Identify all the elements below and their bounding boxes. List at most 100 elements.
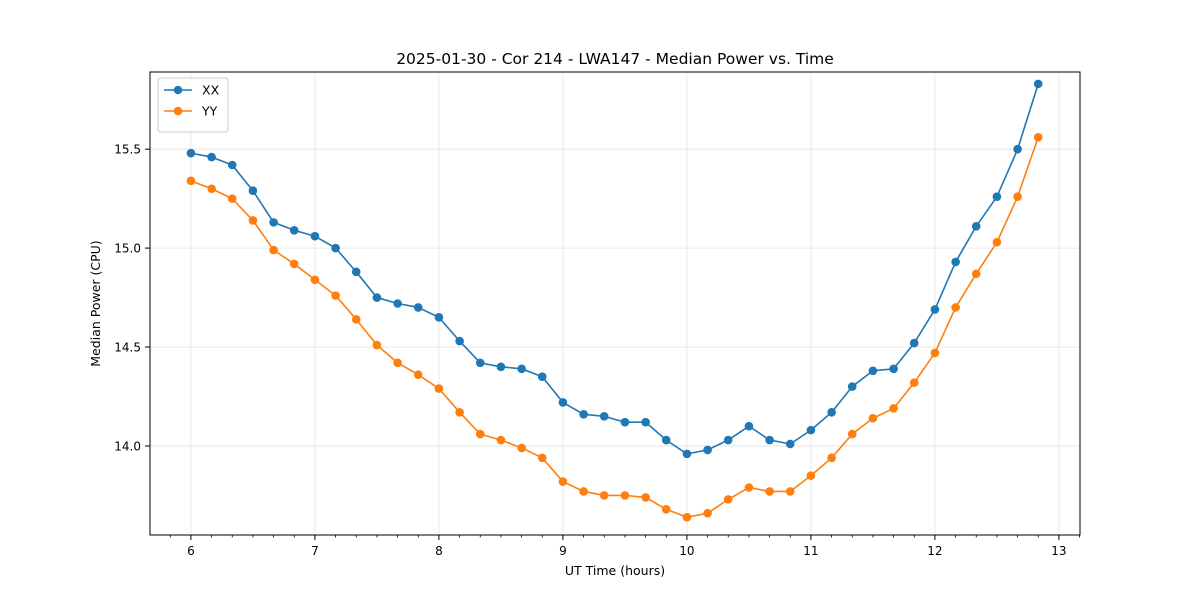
data-point-yy	[868, 413, 878, 423]
data-point-xx	[186, 148, 196, 158]
data-point-xx	[785, 439, 795, 449]
data-point-xx	[475, 358, 485, 368]
data-point-yy	[517, 443, 526, 453]
data-point-xx	[289, 225, 299, 235]
data-point-xx	[1013, 144, 1022, 154]
data-point-yy	[1033, 132, 1043, 142]
data-point-xx	[806, 425, 816, 435]
series-line-yy	[190, 137, 1039, 518]
data-point-yy	[1013, 192, 1022, 201]
legend-swatch-marker	[173, 106, 183, 116]
data-point-yy	[682, 512, 692, 522]
data-point-yy	[785, 487, 795, 496]
data-point-yy	[207, 184, 216, 194]
data-point-yy	[310, 275, 320, 285]
x-tick-label: 12	[927, 544, 942, 558]
data-point-yy	[847, 429, 857, 439]
legend-swatch-marker	[173, 85, 183, 95]
y-axis-label: Median Power (CPU)	[88, 240, 103, 366]
y-tick-label: 14.5	[114, 341, 141, 355]
data-point-yy	[641, 493, 650, 502]
data-point-xx	[661, 435, 671, 445]
data-point-yy	[269, 245, 278, 255]
data-point-xx	[227, 160, 237, 170]
data-point-yy	[909, 378, 919, 387]
data-point-xx	[827, 408, 836, 417]
data-point-yy	[723, 495, 733, 504]
data-point-yy	[351, 315, 361, 324]
data-point-yy	[951, 303, 960, 312]
data-point-xx	[744, 421, 754, 431]
data-point-yy	[806, 471, 816, 480]
data-point-xx	[723, 435, 733, 445]
data-point-xx	[455, 336, 464, 346]
x-tick-label: 6	[187, 544, 195, 558]
data-point-xx	[620, 417, 630, 427]
series-layer	[186, 79, 1043, 522]
data-point-yy	[827, 453, 836, 463]
data-point-xx	[641, 417, 650, 427]
data-point-xx	[207, 152, 216, 162]
data-point-yy	[289, 259, 299, 269]
data-point-yy	[599, 491, 609, 500]
data-point-xx	[331, 243, 340, 253]
data-point-xx	[517, 364, 526, 374]
data-point-yy	[930, 348, 940, 358]
data-point-xx	[682, 449, 692, 459]
chart-title: 2025-01-30 - Cor 214 - LWA147 - Median P…	[396, 50, 834, 68]
plot-frame	[149, 71, 1081, 536]
grid-layer	[150, 72, 1080, 535]
y-tick-label: 15.0	[114, 242, 141, 256]
data-point-xx	[269, 218, 278, 227]
data-point-yy	[889, 404, 898, 413]
series-line-xx	[190, 83, 1039, 455]
x-axis-label: UT Time (hours)	[565, 563, 665, 578]
data-point-yy	[434, 384, 444, 393]
data-point-yy	[372, 340, 382, 350]
data-point-xx	[599, 411, 609, 421]
data-point-yy	[992, 237, 1002, 247]
data-point-xx	[951, 257, 960, 267]
y-tick-label: 15.5	[114, 143, 141, 157]
data-point-xx	[351, 267, 361, 277]
data-point-xx	[703, 445, 712, 455]
legend: XX YY	[157, 77, 229, 133]
data-point-yy	[248, 216, 258, 225]
data-point-xx	[310, 231, 320, 241]
x-tick-label: 10	[679, 544, 694, 558]
data-point-yy	[393, 358, 402, 368]
tick-layer: 6 7 8 9 10 11 12 13 14.0 14.5 15.0 15.5	[114, 143, 1080, 558]
data-point-yy	[227, 194, 237, 203]
data-point-xx	[847, 382, 857, 391]
data-point-yy	[537, 453, 547, 463]
data-point-yy	[703, 508, 712, 518]
data-point-xx	[434, 313, 444, 322]
series-yy	[186, 132, 1043, 522]
data-point-yy	[579, 487, 588, 496]
data-point-xx	[1033, 79, 1043, 89]
y-tick-label: 14.0	[114, 439, 141, 453]
data-point-yy	[744, 483, 754, 492]
data-point-xx	[765, 435, 774, 445]
data-point-yy	[496, 435, 506, 445]
data-point-yy	[413, 370, 423, 380]
data-point-xx	[930, 305, 940, 314]
data-point-yy	[620, 491, 630, 500]
x-tick-label: 8	[435, 544, 443, 558]
data-point-xx	[992, 192, 1002, 201]
data-point-xx	[971, 222, 981, 231]
data-point-xx	[393, 299, 402, 308]
legend-item-yy: YY	[164, 104, 218, 119]
data-point-yy	[971, 269, 981, 279]
x-tick-label: 9	[559, 544, 567, 558]
data-point-yy	[331, 291, 340, 300]
data-point-xx	[496, 362, 506, 372]
data-point-yy	[455, 408, 464, 417]
data-point-xx	[868, 366, 878, 376]
data-point-xx	[909, 338, 919, 348]
data-point-yy	[661, 504, 671, 514]
data-point-xx	[537, 372, 547, 382]
x-tick-label: 13	[1051, 544, 1066, 558]
legend-label: YY	[201, 104, 218, 119]
legend-item-xx: XX	[164, 83, 220, 98]
